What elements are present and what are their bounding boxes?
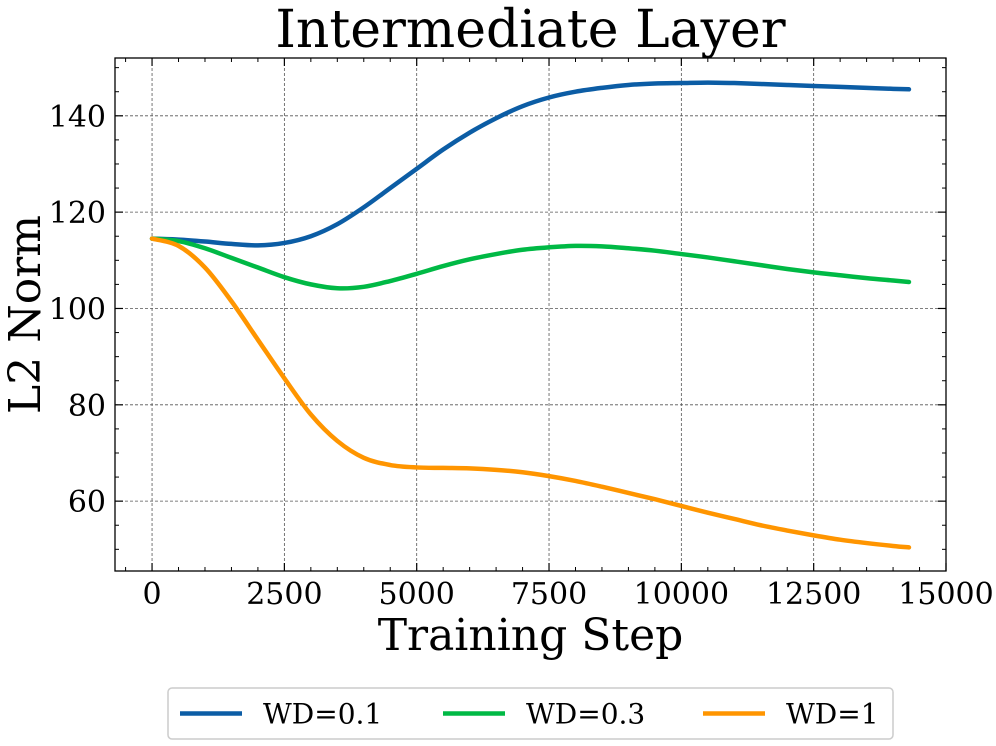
y-tick-label: 60: [68, 485, 106, 520]
series-line-3: [149, 236, 912, 550]
chart-title: Intermediate Layer: [275, 0, 785, 60]
legend-label-2: WD=0.3: [526, 698, 645, 731]
y-tick-label: 140: [49, 100, 106, 135]
x-tick-label: 2500: [246, 577, 322, 612]
x-tick-label: 7500: [511, 577, 587, 612]
x-tick-label: 10000: [634, 577, 729, 612]
x-tick-label: 5000: [379, 577, 455, 612]
y-tick-label: 120: [49, 196, 106, 231]
legend-label-3: WD=1: [786, 698, 879, 731]
series-line-2: [149, 236, 912, 291]
series-lines: [149, 80, 912, 550]
plot-area: [114, 57, 947, 572]
axis-ticks: [115, 58, 947, 571]
y-tick-label: 100: [49, 292, 106, 327]
tick-labels: 0 2500 5000 7500 10000 12500 15000 60 80 100 120 14…: [49, 100, 994, 612]
legend-label-1: WD=0.1: [263, 698, 382, 731]
y-tick-label: 80: [68, 389, 106, 424]
legend-box: [167, 687, 894, 740]
x-tick-label: 0: [143, 577, 162, 612]
grid: [115, 58, 946, 571]
x-tick-label: 15000: [898, 577, 993, 612]
legend: WD=0.1 WD=0.3 WD=1: [167, 687, 894, 740]
y-axis-label: L2 Norm: [0, 215, 51, 414]
x-axis-label: Training Step: [378, 610, 684, 661]
series-line-1: [149, 80, 912, 248]
x-tick-label: 12500: [766, 577, 861, 612]
